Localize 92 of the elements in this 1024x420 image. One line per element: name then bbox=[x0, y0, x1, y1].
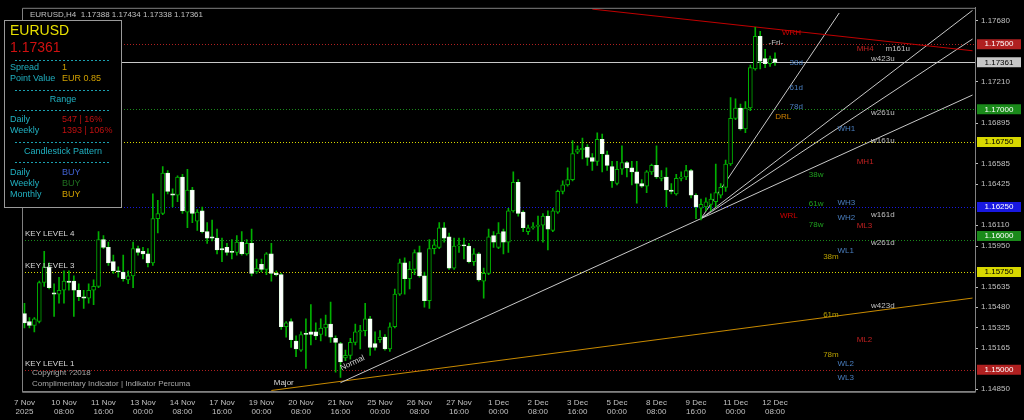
annotation: 1393 | 106% bbox=[62, 125, 113, 136]
y-tick-label: 1.16425 bbox=[981, 179, 1011, 189]
annotation: WL3 bbox=[837, 373, 855, 383]
annotation: w423u bbox=[870, 54, 895, 64]
x-tick-label: 10 Nov 08:00 bbox=[51, 397, 77, 417]
annotation: Copyright ?2018 bbox=[32, 368, 91, 378]
ref-line-label: 1.15750 bbox=[984, 267, 1015, 277]
annotation: w261u bbox=[870, 108, 895, 118]
annotation: 78m bbox=[823, 350, 840, 360]
annotation: Range bbox=[48, 94, 78, 105]
ref-line-label: 1.16750 bbox=[984, 137, 1015, 147]
annotation: ML3 bbox=[856, 220, 873, 230]
annotation: ML2 bbox=[856, 334, 873, 344]
annotation: MH1 bbox=[856, 156, 875, 166]
x-tick-label: 3 Dec 16:00 bbox=[567, 397, 589, 417]
x-tick-label: 11 Dec 00:00 bbox=[723, 397, 748, 417]
annotation: WL1 bbox=[837, 245, 855, 255]
ref-line-label: 1.17000 bbox=[984, 104, 1015, 114]
annotation: Candlestick Pattern bbox=[22, 146, 103, 157]
x-tick-label: 13 Nov 00:00 bbox=[130, 397, 156, 417]
annotation: EURUSD bbox=[10, 22, 70, 39]
annotation: -Fri- bbox=[768, 37, 784, 47]
x-tick-label: 17 Nov 16:00 bbox=[209, 397, 235, 417]
annotation: WH1 bbox=[837, 123, 856, 133]
y-tick-label: 1.15480 bbox=[981, 302, 1011, 312]
annotation: Point Value bbox=[10, 73, 56, 84]
chart-title: EURUSD,H4 1.17388 1.17434 1.17338 1.17361 bbox=[30, 10, 204, 19]
y-tick-label: 1.14850 bbox=[981, 384, 1011, 394]
annotation: WRH bbox=[781, 28, 802, 38]
annotation: 61d bbox=[789, 83, 803, 93]
ref-line-label: 1.17361 bbox=[984, 57, 1015, 67]
ref-line-label: 1.17500 bbox=[984, 39, 1015, 49]
x-tick-label: 25 Nov 00:00 bbox=[367, 397, 393, 417]
y-tick-label: 1.15950 bbox=[981, 241, 1011, 251]
annotation: w261d bbox=[870, 238, 895, 248]
ref-line-label: 1.15000 bbox=[984, 364, 1015, 374]
x-tick-label: 26 Nov 08:00 bbox=[406, 397, 433, 417]
annotation: 61w bbox=[808, 199, 824, 209]
annotation: 78d bbox=[789, 101, 803, 111]
annotation: EUR 0.85 bbox=[62, 73, 102, 84]
x-tick-label: 19 Nov 00:00 bbox=[248, 397, 275, 417]
x-tick-label: 5 Dec 00:00 bbox=[606, 397, 628, 417]
annotation: 1 bbox=[62, 62, 68, 73]
annotation: WL2 bbox=[837, 358, 855, 368]
annotation: Daily bbox=[10, 167, 31, 178]
annotation: BUY bbox=[62, 167, 81, 178]
x-tick-label: 1 Dec 00:00 bbox=[488, 397, 510, 417]
annotation: KEY LEVEL 1 bbox=[25, 358, 75, 368]
annotation: MH4 bbox=[856, 43, 875, 53]
x-tick-label: 2 Dec 08:00 bbox=[527, 397, 549, 417]
annotation: Major bbox=[273, 378, 295, 388]
annotation: Spread bbox=[10, 62, 40, 73]
x-tick-label: 12 Dec 08:00 bbox=[762, 397, 788, 417]
x-tick-label: 27 Nov 16:00 bbox=[446, 397, 472, 417]
annotation: Daily bbox=[10, 114, 31, 125]
annotation: BUY bbox=[62, 178, 81, 189]
annotation: DRL bbox=[775, 112, 792, 122]
annotation: 38w bbox=[808, 170, 824, 180]
ref-line-label: 1.16250 bbox=[984, 202, 1015, 212]
y-tick-label: 1.16585 bbox=[981, 158, 1011, 168]
ref-line-label: 1.16000 bbox=[984, 231, 1015, 241]
annotation: WRL bbox=[780, 210, 799, 220]
x-tick-label: 14 Nov 08:00 bbox=[169, 397, 196, 417]
annotation: 61m bbox=[823, 309, 840, 319]
annotation: WH2 bbox=[837, 212, 856, 222]
annotation: Weekly bbox=[10, 178, 40, 189]
y-tick-label: 1.16110 bbox=[981, 220, 1010, 230]
annotation: w161d bbox=[870, 210, 895, 219]
y-tick-label: 1.15165 bbox=[981, 343, 1011, 353]
annotation: w161u bbox=[870, 136, 895, 146]
y-tick-label: 1.17680 bbox=[981, 16, 1011, 26]
x-tick-label: 11 Nov 16:00 bbox=[91, 397, 116, 417]
annotation: Complimentary Indicator | Indikator Percuma bbox=[32, 379, 191, 389]
annotation: Weekly bbox=[10, 125, 40, 136]
annotation: 78w bbox=[808, 219, 824, 229]
annotation: WH3 bbox=[837, 198, 856, 208]
y-tick-label: 1.17210 bbox=[981, 77, 1011, 87]
annotation: KEY LEVEL 4 bbox=[25, 228, 75, 238]
annotation: m161u bbox=[885, 43, 910, 53]
x-tick-label: 7 Nov 2025 bbox=[14, 397, 35, 417]
x-tick-label: 20 Nov 08:00 bbox=[288, 397, 314, 417]
y-tick-label: 1.15635 bbox=[981, 282, 1011, 292]
y-tick-label: 1.16895 bbox=[981, 118, 1011, 128]
annotation: Monthly bbox=[10, 189, 42, 200]
annotation: BUY bbox=[62, 189, 81, 200]
annotation: 1.17361 bbox=[10, 39, 61, 56]
annotation: 547 | 16% bbox=[62, 114, 103, 125]
annotation: w423d bbox=[870, 300, 895, 310]
x-tick-label: 9 Dec 16:00 bbox=[685, 397, 707, 417]
y-tick-label: 1.15325 bbox=[981, 322, 1011, 332]
x-tick-label: 8 Dec 08:00 bbox=[646, 397, 668, 417]
x-tick-label: 21 Nov 16:00 bbox=[327, 397, 354, 417]
